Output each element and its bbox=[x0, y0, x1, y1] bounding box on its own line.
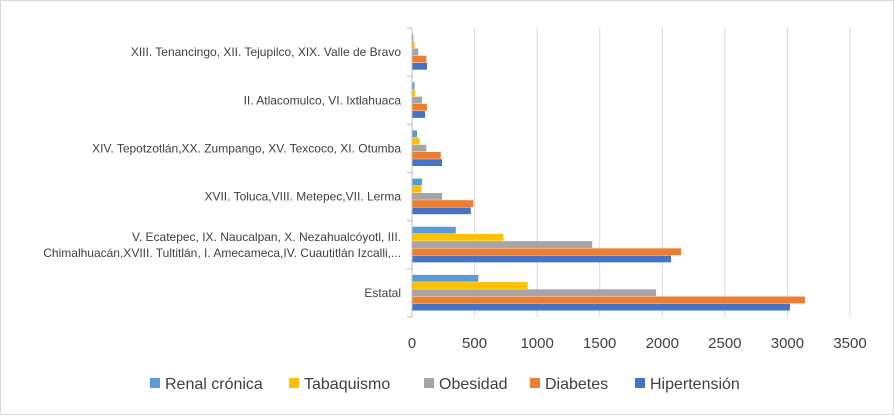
bar-diabetes-5 bbox=[412, 55, 427, 63]
bar-obesidad-3 bbox=[412, 144, 427, 152]
bar-tabaquismo-3 bbox=[412, 137, 420, 145]
category-labels: Estatal V. Ecatepec, IX. Naucalpan, X. Ne… bbox=[43, 45, 401, 300]
bar-hipertensi-n-2 bbox=[412, 207, 471, 215]
bar-renal-cr-nica-4 bbox=[412, 82, 415, 90]
bar-renal-cr-nica-3 bbox=[412, 130, 418, 138]
legend-swatch-4 bbox=[635, 378, 645, 388]
bar-diabetes-1 bbox=[412, 248, 682, 256]
bar-renal-cr-nica-2 bbox=[412, 178, 423, 186]
bar-tabaquismo-4 bbox=[412, 89, 416, 97]
legend-label-3: Diabetes bbox=[545, 376, 608, 393]
bar-diabetes-2 bbox=[412, 200, 474, 207]
category-label-4-0: II. Atlacomulco, VI. Ixtlahuaca bbox=[244, 93, 402, 107]
legend: Renal crónica Tabaquismo Obesidad Diabetes H… bbox=[150, 376, 740, 393]
bar-obesidad-1 bbox=[412, 241, 593, 248]
bar-hipertensi-n-4 bbox=[412, 111, 426, 118]
category-label-5-0: XIII. Tenancingo, XII. Tejupilco, XIX. V… bbox=[131, 45, 401, 59]
bar-tabaquismo-0 bbox=[412, 282, 528, 289]
bar-diabetes-3 bbox=[412, 152, 441, 159]
x-tick-label-4: 2000 bbox=[646, 335, 679, 352]
legend-label-0: Renal crónica bbox=[165, 376, 263, 393]
bar-hipertensi-n-0 bbox=[412, 303, 790, 311]
bar-renal-cr-nica-5 bbox=[412, 34, 414, 41]
x-tick-label-1: 500 bbox=[462, 335, 487, 352]
legend-label-4: Hipertensión bbox=[650, 376, 740, 393]
legend-swatch-3 bbox=[530, 378, 540, 388]
bar-renal-cr-nica-0 bbox=[412, 274, 479, 282]
x-tick-label-3: 1500 bbox=[583, 335, 616, 352]
x-tick-label-0: 0 bbox=[408, 335, 416, 352]
axis-group bbox=[407, 27, 413, 318]
grid-lines bbox=[411, 28, 851, 317]
bar-diabetes-0 bbox=[412, 296, 805, 304]
legend-swatch-0 bbox=[150, 378, 160, 388]
bar-obesidad-5 bbox=[412, 48, 419, 56]
bar-obesidad-2 bbox=[412, 192, 443, 200]
legend-swatch-1 bbox=[289, 378, 299, 388]
legend-label-1: Tabaquismo bbox=[304, 376, 390, 393]
bar-obesidad-4 bbox=[412, 96, 423, 104]
legend-swatch-2 bbox=[424, 378, 434, 388]
category-label-1-1: Chimalhuacán,XVIII. Tultitlán, I. Amecam… bbox=[43, 246, 401, 260]
bar-hipertensi-n-1 bbox=[412, 255, 672, 263]
x-tick-label-5: 2500 bbox=[708, 335, 741, 352]
bar-diabetes-4 bbox=[412, 103, 428, 111]
bar-tabaquismo-5 bbox=[412, 41, 415, 49]
bar-tabaquismo-1 bbox=[412, 233, 504, 241]
x-tick-label-6: 3000 bbox=[771, 335, 804, 352]
bar-hipertensi-n-3 bbox=[412, 159, 443, 167]
bar-renal-cr-nica-1 bbox=[412, 226, 456, 234]
category-label-2-0: XVII. Toluca,VIII. Metepec,VII. Lerma bbox=[204, 190, 401, 204]
bar-obesidad-0 bbox=[412, 289, 657, 297]
legend-label-2: Obesidad bbox=[439, 376, 508, 393]
bars-group bbox=[412, 34, 805, 311]
x-tick-label-2: 1000 bbox=[520, 335, 553, 352]
tick-labels: 0 500 1000 1500 2000 2500 3000 3500 bbox=[408, 335, 867, 352]
category-label-3-0: XIV. Tepotzotlán,XX. Zumpango, XV. Texco… bbox=[92, 141, 401, 155]
category-label-1-0: V. Ecatepec, IX. Naucalpan, X. Nezahualc… bbox=[132, 230, 401, 244]
bar-hipertensi-n-5 bbox=[412, 62, 428, 70]
x-tick-label-7: 3500 bbox=[833, 335, 866, 352]
bar-tabaquismo-2 bbox=[412, 185, 422, 193]
category-label-0-0: Estatal bbox=[364, 286, 401, 300]
